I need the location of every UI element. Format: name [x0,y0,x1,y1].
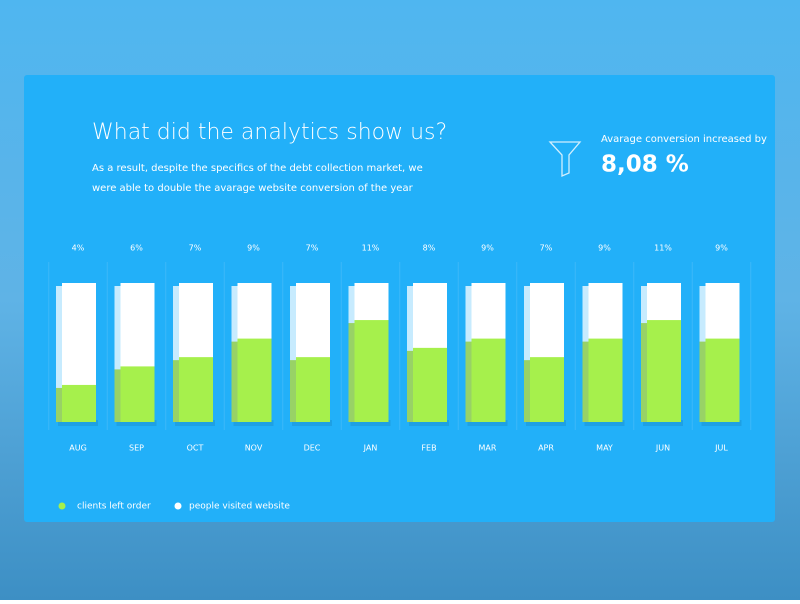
plot: 4% AUG 6% SEP 7% OCT 9% NOV 7% DEC 11% JAN 8% FEB 9% MA… [48,244,752,512]
subtitle-line: were able to double the avarage website … [92,183,414,194]
value-label: 11% [362,244,380,253]
bar-shadow [584,420,625,426]
bar-shadow [643,420,683,426]
value-label: 6% [130,244,143,253]
title: What did the analytics show us? [92,120,447,145]
kpi-label: Avarage conversion increased by [601,134,767,145]
kpi-value: 8,08 % [601,152,689,178]
bar-side [524,286,530,422]
bar-side [290,360,296,422]
bar-shadow [409,420,449,426]
x-tick-label: OCT [187,444,204,453]
bar-side [114,369,121,422]
bar-side [173,286,179,422]
bar-shadow [233,420,274,426]
bar-shadow [58,420,98,426]
x-tick-label: DEC [304,444,321,453]
legend-label: people visited website [189,502,290,512]
bar [647,320,681,422]
funnel-icon [548,141,582,177]
bar-shadow [526,420,566,426]
bar [354,320,389,422]
bar [588,338,623,422]
bar [179,357,213,422]
value-label: 7% [189,244,202,253]
bar-side [173,360,179,422]
bar [471,338,506,422]
value-label: 11% [654,244,672,253]
value-label: 9% [247,244,260,253]
value-label: 9% [481,244,494,253]
bar-shadow [116,420,157,426]
bar-side [114,286,121,422]
bar [237,338,272,422]
bar-side [407,350,413,422]
x-tick-label: AUG [69,444,87,453]
value-label: 7% [540,244,553,253]
bar-side [582,341,589,422]
bar [296,357,330,422]
x-tick-label: NOV [245,444,263,453]
x-tick-label: MAR [479,444,497,453]
bar-side [641,323,647,422]
bar [705,338,740,422]
bar-shadow [350,420,391,426]
bar-side [290,286,296,422]
bar-side [699,341,706,422]
value-label: 8% [423,244,436,253]
legend-dot [58,502,66,510]
value-label: 4% [72,244,85,253]
x-tick-label: SEP [129,444,144,453]
bar [530,357,564,422]
bar [62,384,96,422]
bar-shadow [175,420,215,426]
bar [413,347,447,422]
legend-dot [174,502,182,510]
bar-shadow [292,420,332,426]
value-label: 7% [306,244,319,253]
bar-shadow [701,420,742,426]
subtitle-line: As a result, despite the specifics of th… [92,163,423,174]
legend-label: clients left order [77,502,151,512]
bar-side [56,387,62,422]
bar-side [231,341,238,422]
value-label: 9% [598,244,611,253]
x-tick-label: FEB [421,444,436,453]
bar-side [524,360,530,422]
bar-side [465,341,472,422]
x-tick-label: APR [538,444,554,453]
bar [120,366,155,422]
bar-side [56,286,62,422]
value-label: 9% [715,244,728,253]
x-tick-label: JUL [714,444,728,453]
bar-side [348,323,355,422]
x-tick-label: JUN [655,444,670,453]
x-tick-label: JAN [363,444,378,453]
bar-shadow [467,420,508,426]
x-tick-label: MAY [596,444,613,453]
